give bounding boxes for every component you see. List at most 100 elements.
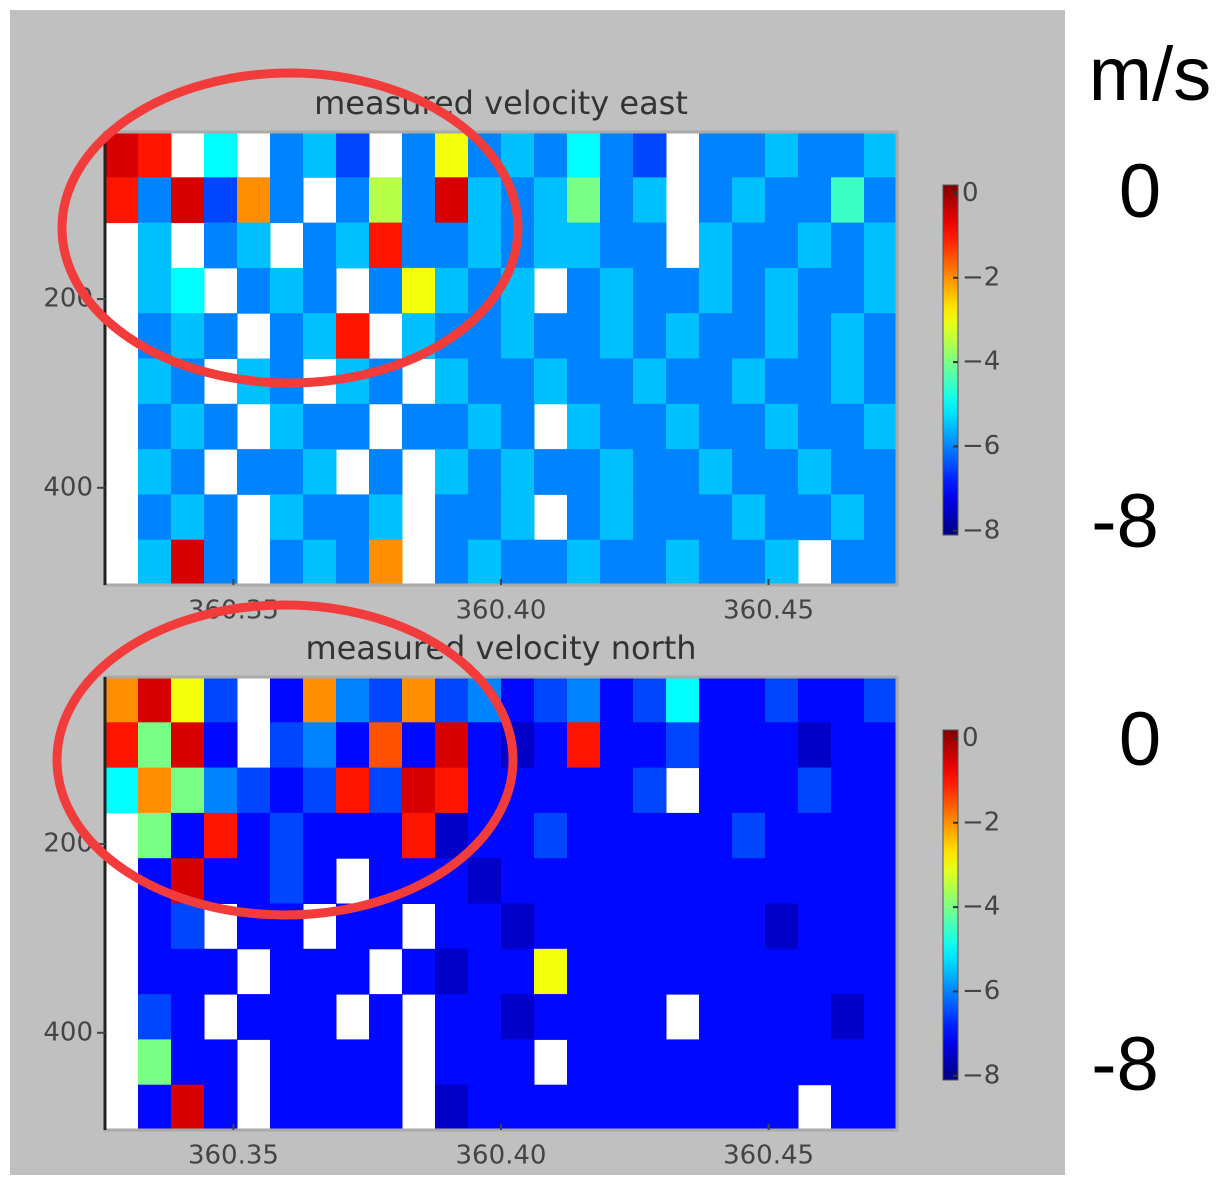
y-tick-label: 400 bbox=[43, 1017, 93, 1047]
heatmap-cell bbox=[732, 177, 766, 224]
heatmap-cell bbox=[105, 722, 139, 769]
heatmap-cell bbox=[699, 858, 733, 904]
heatmap-cell bbox=[600, 177, 634, 224]
heatmap-cell bbox=[732, 722, 766, 769]
heatmap-cell bbox=[138, 358, 172, 405]
heatmap-cell bbox=[237, 858, 271, 904]
heatmap-cell bbox=[600, 222, 634, 269]
heatmap-cell bbox=[138, 812, 172, 859]
heatmap-cell bbox=[336, 1084, 370, 1131]
heatmap-cell bbox=[204, 858, 238, 904]
heatmap-cell bbox=[336, 494, 370, 541]
heatmap-cell bbox=[501, 1084, 535, 1131]
heatmap-cell bbox=[237, 994, 271, 1040]
heatmap-cell bbox=[765, 1039, 799, 1086]
heatmap-cell bbox=[402, 222, 436, 269]
heatmap-cell bbox=[204, 1039, 238, 1086]
heatmap-cell bbox=[699, 903, 733, 950]
colorbar-tick-label: 0 bbox=[962, 178, 979, 208]
heatmap-cell bbox=[864, 403, 898, 450]
heatmap-cell bbox=[798, 177, 832, 224]
heatmap-cell bbox=[765, 903, 799, 950]
heatmap-cell bbox=[534, 1084, 568, 1131]
heatmap-cell bbox=[204, 1084, 238, 1131]
heatmap-cell bbox=[468, 222, 502, 269]
heatmap-cell bbox=[468, 177, 502, 224]
heatmap-cell bbox=[303, 994, 337, 1040]
x-tick-label: 360.45 bbox=[723, 1141, 814, 1171]
heatmap-cell bbox=[567, 767, 601, 814]
heatmap-cell bbox=[303, 1084, 337, 1131]
heatmap-cell bbox=[237, 267, 271, 314]
heatmap-cell bbox=[402, 948, 436, 995]
colorbar-tick-label: −4 bbox=[962, 347, 1000, 377]
heatmap-cell bbox=[798, 403, 832, 450]
heatmap-cell bbox=[435, 358, 469, 405]
heatmap-cell bbox=[765, 132, 799, 178]
heatmap-cell bbox=[435, 767, 469, 814]
colorbar bbox=[942, 184, 959, 536]
heatmap-cell bbox=[600, 313, 634, 359]
heatmap-cell bbox=[303, 858, 337, 904]
heatmap-cell bbox=[732, 222, 766, 269]
heatmap-cell bbox=[831, 1084, 865, 1131]
heatmap-cell bbox=[138, 267, 172, 314]
heatmap-cell bbox=[171, 449, 205, 495]
heatmap-cell bbox=[864, 722, 898, 769]
heatmap-cell bbox=[501, 858, 535, 904]
heatmap-cell bbox=[666, 358, 700, 405]
heatmap-cell bbox=[666, 1039, 700, 1086]
heatmap-cell bbox=[831, 267, 865, 314]
heatmap-cell bbox=[798, 677, 832, 723]
heatmap-cell bbox=[270, 1084, 304, 1131]
heatmap-cell bbox=[600, 948, 634, 995]
highlight-ellipse bbox=[57, 68, 523, 388]
heatmap-cell bbox=[600, 494, 634, 541]
heatmap-cell bbox=[105, 132, 139, 178]
heatmap-cell bbox=[798, 948, 832, 995]
heatmap-cell bbox=[501, 403, 535, 450]
heatmap-cell bbox=[567, 903, 601, 950]
heatmap-cell bbox=[435, 132, 469, 178]
heatmap-cell bbox=[699, 222, 733, 269]
heatmap-cell bbox=[567, 858, 601, 904]
heatmap-cell bbox=[336, 677, 370, 723]
highlight-ellipse bbox=[52, 600, 518, 920]
heatmap-cell bbox=[864, 767, 898, 814]
heatmap-cell bbox=[237, 767, 271, 814]
heatmap-cell bbox=[567, 948, 601, 995]
heatmap-cell bbox=[270, 449, 304, 495]
heatmap-cell bbox=[534, 539, 568, 586]
heatmap-cell bbox=[831, 903, 865, 950]
heatmap-cell bbox=[270, 539, 304, 586]
heatmap-cell bbox=[336, 539, 370, 586]
heatmap-cell bbox=[534, 948, 568, 995]
heatmap-cell bbox=[567, 403, 601, 450]
colorbar-tick-label: −6 bbox=[962, 976, 1000, 1006]
heatmap-cell bbox=[831, 177, 865, 224]
heatmap-cell bbox=[204, 767, 238, 814]
heatmap-cell bbox=[270, 1039, 304, 1086]
heatmap-cell bbox=[600, 677, 634, 723]
heatmap-cell bbox=[468, 449, 502, 495]
heatmap-cell bbox=[501, 994, 535, 1040]
heatmap-cell bbox=[600, 903, 634, 950]
heatmap-cell bbox=[336, 1039, 370, 1086]
heatmap-cell bbox=[303, 722, 337, 769]
heatmap-cell bbox=[336, 177, 370, 224]
scale-label: 0 bbox=[1119, 697, 1161, 782]
heatmap-cell bbox=[732, 677, 766, 723]
heatmap-cell bbox=[567, 494, 601, 541]
heatmap-cell bbox=[468, 494, 502, 541]
heatmap-cell bbox=[237, 222, 271, 269]
heatmap-cell bbox=[468, 539, 502, 586]
heatmap-cell bbox=[831, 539, 865, 586]
heatmap-cell bbox=[270, 132, 304, 178]
heatmap-cell bbox=[864, 313, 898, 359]
heatmap-cell bbox=[303, 677, 337, 723]
heatmap-cell bbox=[270, 722, 304, 769]
heatmap-cell bbox=[633, 313, 667, 359]
heatmap-cell bbox=[765, 767, 799, 814]
heatmap-cell bbox=[501, 903, 535, 950]
